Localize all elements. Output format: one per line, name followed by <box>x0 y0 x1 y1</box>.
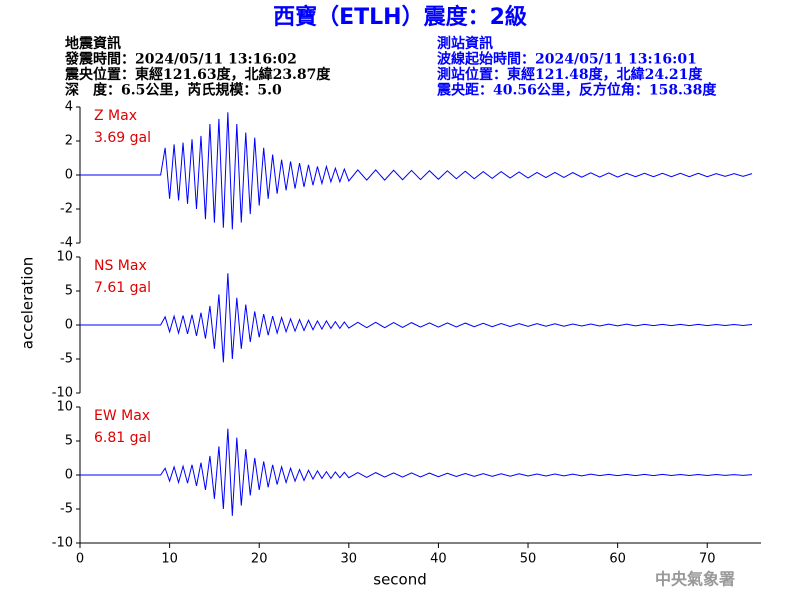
footer: 中央氣象署 <box>655 570 735 589</box>
y-tick-label: 0 <box>65 318 73 333</box>
y-tick-label: 4 <box>65 100 73 115</box>
y-tick-label: 0 <box>65 168 73 183</box>
y-tick-label: 0 <box>65 468 73 483</box>
x-tick-label: 10 <box>161 552 178 567</box>
component-label: NS Max <box>94 258 147 274</box>
y-tick-label: 10 <box>56 250 73 265</box>
station-info: 波線起始時間：2024/05/11 13:16:01 <box>437 51 697 68</box>
max-value-label: 6.81 gal <box>94 430 151 446</box>
x-tick-label: 0 <box>76 552 84 567</box>
y-tick-label: -5 <box>60 352 73 367</box>
y-tick-label: -10 <box>52 536 73 551</box>
x-tick-label: 70 <box>699 552 716 567</box>
station-info: 測站資訊 <box>437 35 493 52</box>
y-tick-label: -2 <box>60 202 73 217</box>
y-tick-label: 2 <box>65 134 73 149</box>
x-tick-label: 50 <box>520 552 537 567</box>
component-label: Z Max <box>94 108 137 124</box>
waveform <box>80 273 753 363</box>
x-tick-label: 30 <box>341 552 358 567</box>
y-tick-label: -4 <box>60 236 73 251</box>
title: 西寶（ETLH）震度：2級 <box>273 4 527 30</box>
component-label: EW Max <box>94 408 150 424</box>
y-tick-label: 5 <box>65 434 73 449</box>
max-value-label: 3.69 gal <box>94 130 151 146</box>
x-tick-label: 60 <box>609 552 626 567</box>
waveform <box>80 428 753 516</box>
station-info: 地震資訊 <box>65 35 121 52</box>
x-tick-label: 20 <box>251 552 268 567</box>
station-info: 深 度：6.5公里，芮氏規模：5.0 <box>65 82 282 99</box>
station-info: 發震時間：2024/05/11 13:16:02 <box>64 51 297 68</box>
y-axis-label: acceleration <box>19 257 37 349</box>
y-tick-label: -10 <box>52 386 73 401</box>
y-tick-label: 10 <box>56 400 73 415</box>
max-value-label: 7.61 gal <box>94 280 151 296</box>
y-tick-label: -5 <box>60 502 73 517</box>
waveform <box>80 112 753 230</box>
y-tick-label: 5 <box>65 284 73 299</box>
x-axis-label: second <box>373 571 427 589</box>
station-info: 震央距：40.56公里，反方位角：158.38度 <box>436 82 717 99</box>
x-tick-label: 40 <box>430 552 447 567</box>
station-info: 震央位置：東經121.63度，北緯23.87度 <box>64 66 331 83</box>
station-info: 測站位置：東經121.48度，北緯24.21度 <box>437 66 703 83</box>
